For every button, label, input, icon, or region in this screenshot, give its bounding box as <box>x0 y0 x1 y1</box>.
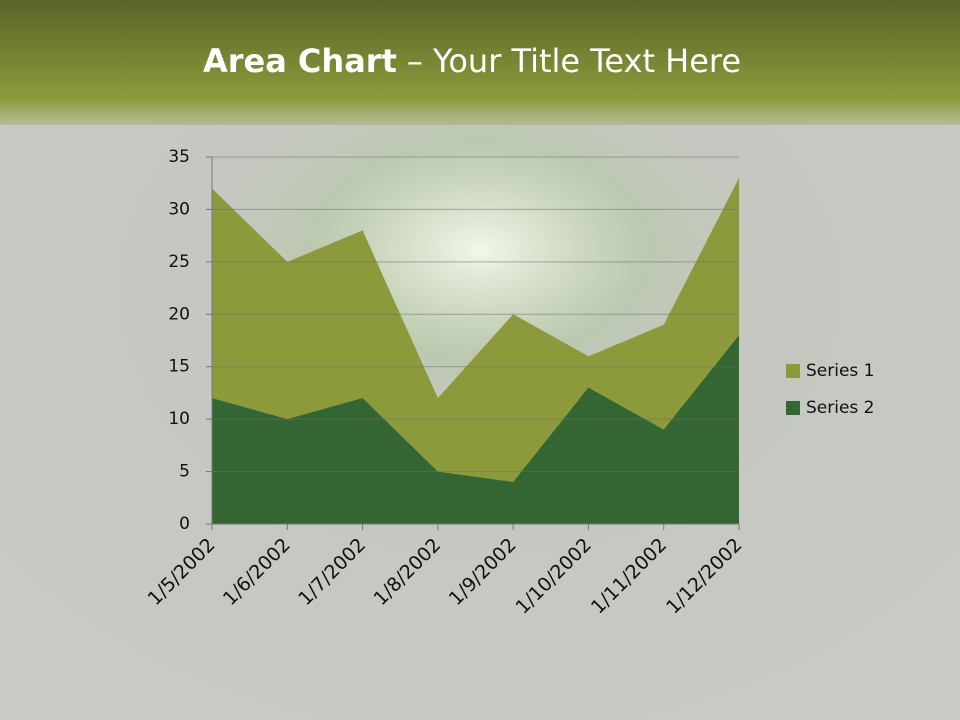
slide-title: Area Chart – Your Title Text Here <box>203 42 741 80</box>
legend-swatch <box>786 364 800 378</box>
title-band <box>0 0 960 125</box>
area <box>212 335 739 524</box>
legend-label: Series 1 <box>806 361 875 381</box>
y-tick-label: 10 <box>168 409 190 429</box>
title-bold: Area Chart <box>203 42 397 80</box>
legend-swatch <box>786 401 800 415</box>
legend-label: Series 2 <box>806 398 875 418</box>
y-tick-label: 15 <box>168 357 190 377</box>
y-tick-label: 35 <box>168 147 190 167</box>
y-tick-label: 25 <box>168 252 190 272</box>
y-tick-label: 5 <box>179 462 190 482</box>
y-tick-label: 0 <box>179 514 190 534</box>
y-tick-label: 30 <box>168 199 190 219</box>
y-tick-label: 20 <box>168 304 190 324</box>
title-rest: – Your Title Text Here <box>407 42 741 80</box>
